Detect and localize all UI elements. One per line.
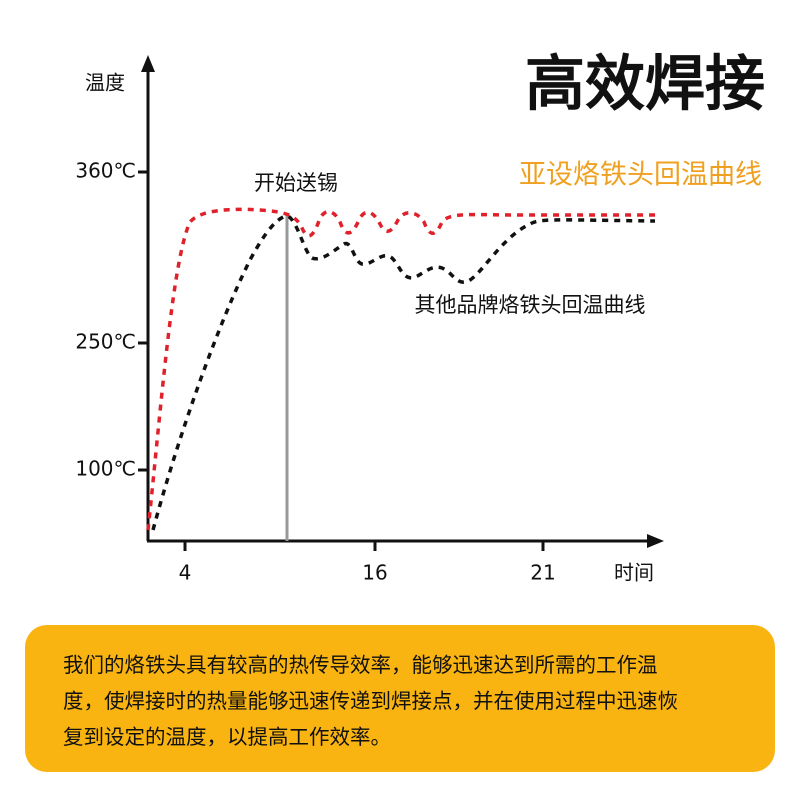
subtitle: 亚设烙铁头回温曲线 <box>519 160 762 191</box>
y-tick-label: 360℃ <box>75 159 136 183</box>
y-arrow <box>141 55 155 72</box>
other-curve <box>151 214 656 531</box>
title: 高效焊接 <box>525 50 765 120</box>
axes <box>138 70 652 551</box>
x-tick-label: 4 <box>179 561 192 585</box>
feed-annotation: 开始送锡 <box>254 171 338 195</box>
x-arrow <box>647 534 664 548</box>
y-axis-label: 温度 <box>85 71 125 95</box>
x-axis-label: 时间 <box>614 561 654 585</box>
own-curve <box>146 207 658 531</box>
description-line: 我们的烙铁头具有较高的热传导效率，能够迅速达到所需的工作温 <box>63 653 658 677</box>
description-line: 复到设定的温度，以提高工作效率。 <box>63 725 391 749</box>
y-tick-label: 100℃ <box>75 457 136 481</box>
y-tick-label: 250℃ <box>75 330 136 354</box>
chart-illustration: 高效焊接 亚设烙铁头回温曲线 温度 时间 360℃ 250℃ 100℃ 4 16… <box>75 50 765 585</box>
description-box: 我们的烙铁头具有较高的热传导效率，能够迅速达到所需的工作温 度，使焊接时的热量能… <box>25 625 775 772</box>
description-line: 度，使焊接时的热量能够迅速传递到焊接点，并在使用过程中迅速恢 <box>63 689 678 713</box>
x-tick-label: 16 <box>362 561 387 585</box>
other-curve-label: 其他品牌烙铁头回温曲线 <box>415 293 646 317</box>
x-tick-label: 21 <box>530 561 555 585</box>
